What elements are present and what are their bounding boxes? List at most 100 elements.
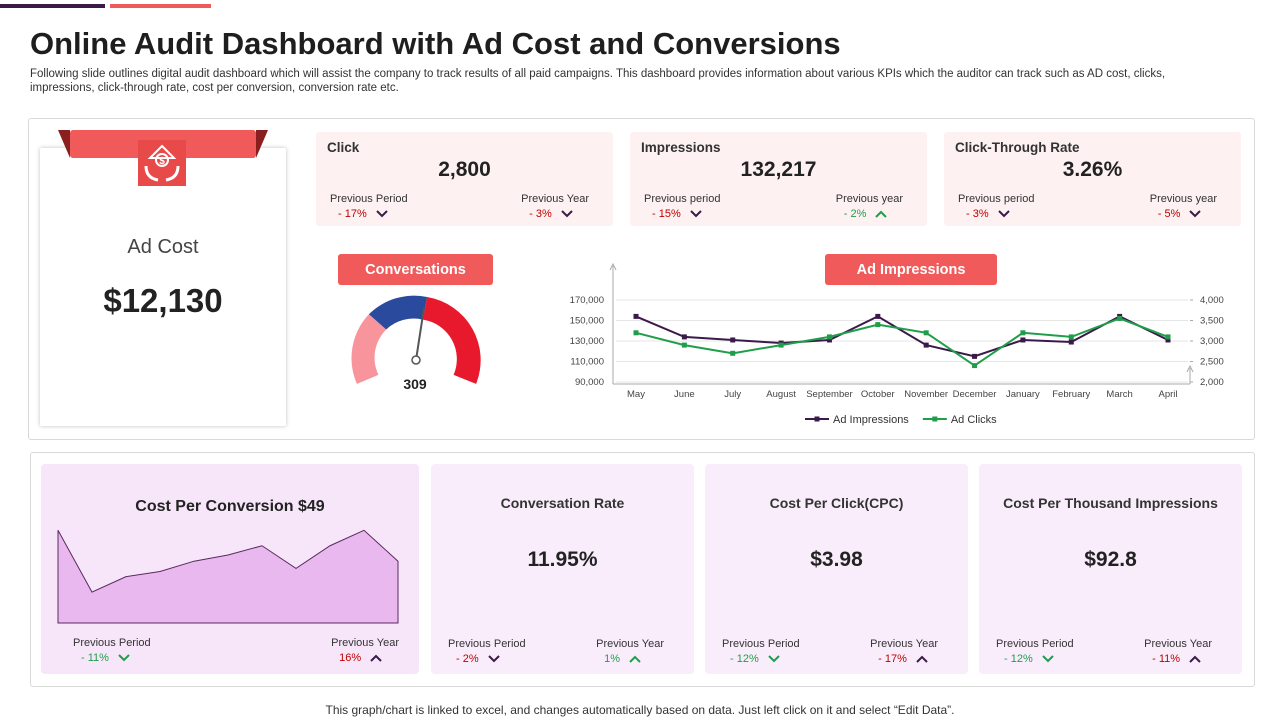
change: Previous Year - 11% — [1144, 638, 1212, 665]
metric-name: Cost Per Click(CPC) — [769, 495, 904, 511]
gauge-title: Conversations — [338, 254, 493, 285]
ad-cost-card — [40, 148, 286, 426]
change-label: Previous Period — [448, 638, 526, 650]
change-value: - 5% — [1157, 208, 1181, 220]
change-value-row: - 3% — [958, 208, 1034, 220]
change-value-row: - 2% — [448, 653, 526, 665]
change-label: Previous Year — [870, 638, 938, 650]
change-row: Previous Period - 17% Previous Year - 3% — [330, 193, 589, 220]
change: Previous year - 5% — [1150, 193, 1217, 220]
metric-name: Cost Per Thousand Impressions — [1003, 495, 1218, 511]
change-value-row: - 17% — [330, 208, 408, 220]
kpi-name: Impressions — [641, 140, 721, 155]
change-row: Previous Period - 11% Previous Year 16% — [73, 637, 399, 664]
chevron — [690, 210, 702, 218]
change-value-row: - 12% — [996, 653, 1074, 665]
change: Previous Period - 12% — [996, 638, 1074, 665]
change: Previous period - 3% — [958, 193, 1034, 220]
change-value-row: - 15% — [644, 208, 720, 220]
change: Previous year - 2% — [836, 193, 903, 220]
change-value: - 3% — [529, 208, 552, 220]
change-value-row: 1% — [596, 653, 664, 665]
change-row: Previous period - 15% Previous year - 2% — [644, 193, 903, 220]
change-value-row: - 3% — [521, 208, 589, 220]
change-value: 16% — [339, 652, 362, 664]
change: Previous Year - 3% — [521, 193, 589, 220]
footer-note: This graph/chart is linked to excel, and… — [325, 703, 955, 717]
change-value: - 12% — [1004, 653, 1033, 665]
change-label: Previous Year — [521, 193, 589, 205]
metric-value: 11.95% — [527, 548, 598, 571]
money-icon: $ — [138, 140, 186, 186]
trend-arrow — [1042, 655, 1054, 663]
chevron — [997, 210, 1010, 218]
change-label: Previous period — [644, 193, 721, 205]
trend-arrow — [1189, 655, 1201, 663]
chevron — [916, 655, 928, 663]
change: Previous period - 15% — [644, 193, 720, 220]
trend-arrow — [1189, 210, 1202, 218]
metric-name: Conversation Rate — [500, 495, 625, 511]
chevron — [1042, 655, 1054, 663]
kpi-value: 2,800 — [438, 158, 491, 181]
change-label: Previous Period — [996, 638, 1074, 650]
trend-arrow — [768, 655, 780, 663]
change-value: - 12% — [730, 653, 759, 665]
trend-arrow — [376, 210, 388, 218]
change: Previous Period - 2% — [448, 638, 526, 665]
metric-card: Conversation Rate 11.95% Previous Period - … — [431, 464, 694, 674]
trend-arrow — [561, 210, 573, 218]
cost-per-conversion-card: Cost Per Conversion $49 Previous Period - … — [41, 464, 419, 674]
chevron — [370, 654, 382, 662]
chevron — [629, 655, 641, 663]
change: Previous Period - 17% — [330, 193, 408, 220]
change: Previous Period - 11% — [73, 637, 151, 664]
change-label: Previous year — [835, 193, 903, 205]
chevron — [875, 210, 888, 218]
chevron — [487, 655, 500, 663]
metric-value: $3.98 — [810, 548, 863, 571]
change-value: - 3% — [966, 208, 989, 220]
change-value-row: - 5% — [1150, 208, 1217, 220]
ad-cost-label: Ad Cost — [127, 236, 199, 258]
change: Previous Year 16% — [331, 637, 399, 664]
kpi-name: Click — [327, 140, 360, 155]
trend-arrow — [875, 210, 888, 218]
metric-value: $92.8 — [1084, 548, 1137, 571]
change: Previous Year - 17% — [870, 638, 938, 665]
trend-arrow — [690, 210, 702, 218]
kpi-card: Click-Through Rate 3.26% Previous period - … — [944, 132, 1241, 226]
change-label: Previous year — [1149, 193, 1217, 205]
kpi-value: 3.26% — [1062, 158, 1123, 181]
subtitle: Following slide outlines digital audit d… — [30, 68, 1166, 94]
change-label: Previous period — [958, 193, 1035, 205]
metric-card: Cost Per Thousand Impressions $92.8 Previo… — [979, 464, 1242, 674]
chevron — [1189, 655, 1201, 663]
trend-arrow — [370, 654, 382, 662]
change-value: - 2% — [843, 208, 867, 220]
change-row: Previous Period - 12% Previous Year - 17% — [722, 638, 938, 665]
title: Online Audit Dashboard with Ad Cost and … — [30, 26, 841, 61]
change-label: Previous Year — [1144, 638, 1212, 650]
change-label: Previous Period — [330, 193, 408, 205]
trend-arrow — [629, 655, 641, 663]
change-value: - 11% — [1152, 653, 1181, 665]
chevron — [561, 210, 573, 218]
change-value-row: - 11% — [73, 652, 151, 664]
chart-title: Ad Impressions — [825, 254, 997, 285]
change-value-row: - 12% — [722, 653, 800, 665]
change-row: Previous Period - 2% Previous Year 1% — [448, 638, 664, 665]
chevron — [376, 210, 388, 218]
ad-cost-value: $12,130 — [103, 282, 223, 319]
change-value: - 11% — [81, 652, 109, 664]
card-title: Cost Per Conversion $49 — [135, 498, 325, 515]
kpi-name: Click-Through Rate — [955, 140, 1080, 155]
change: Previous Period - 12% — [722, 638, 800, 665]
change-value-row: - 17% — [870, 653, 938, 665]
accent-bar — [0, 4, 105, 8]
change-label: Previous Period — [722, 638, 800, 650]
change-value-row: - 2% — [836, 208, 903, 220]
svg-text:$: $ — [159, 156, 165, 167]
chevron — [118, 654, 130, 662]
change-label: Previous Year — [596, 638, 664, 650]
